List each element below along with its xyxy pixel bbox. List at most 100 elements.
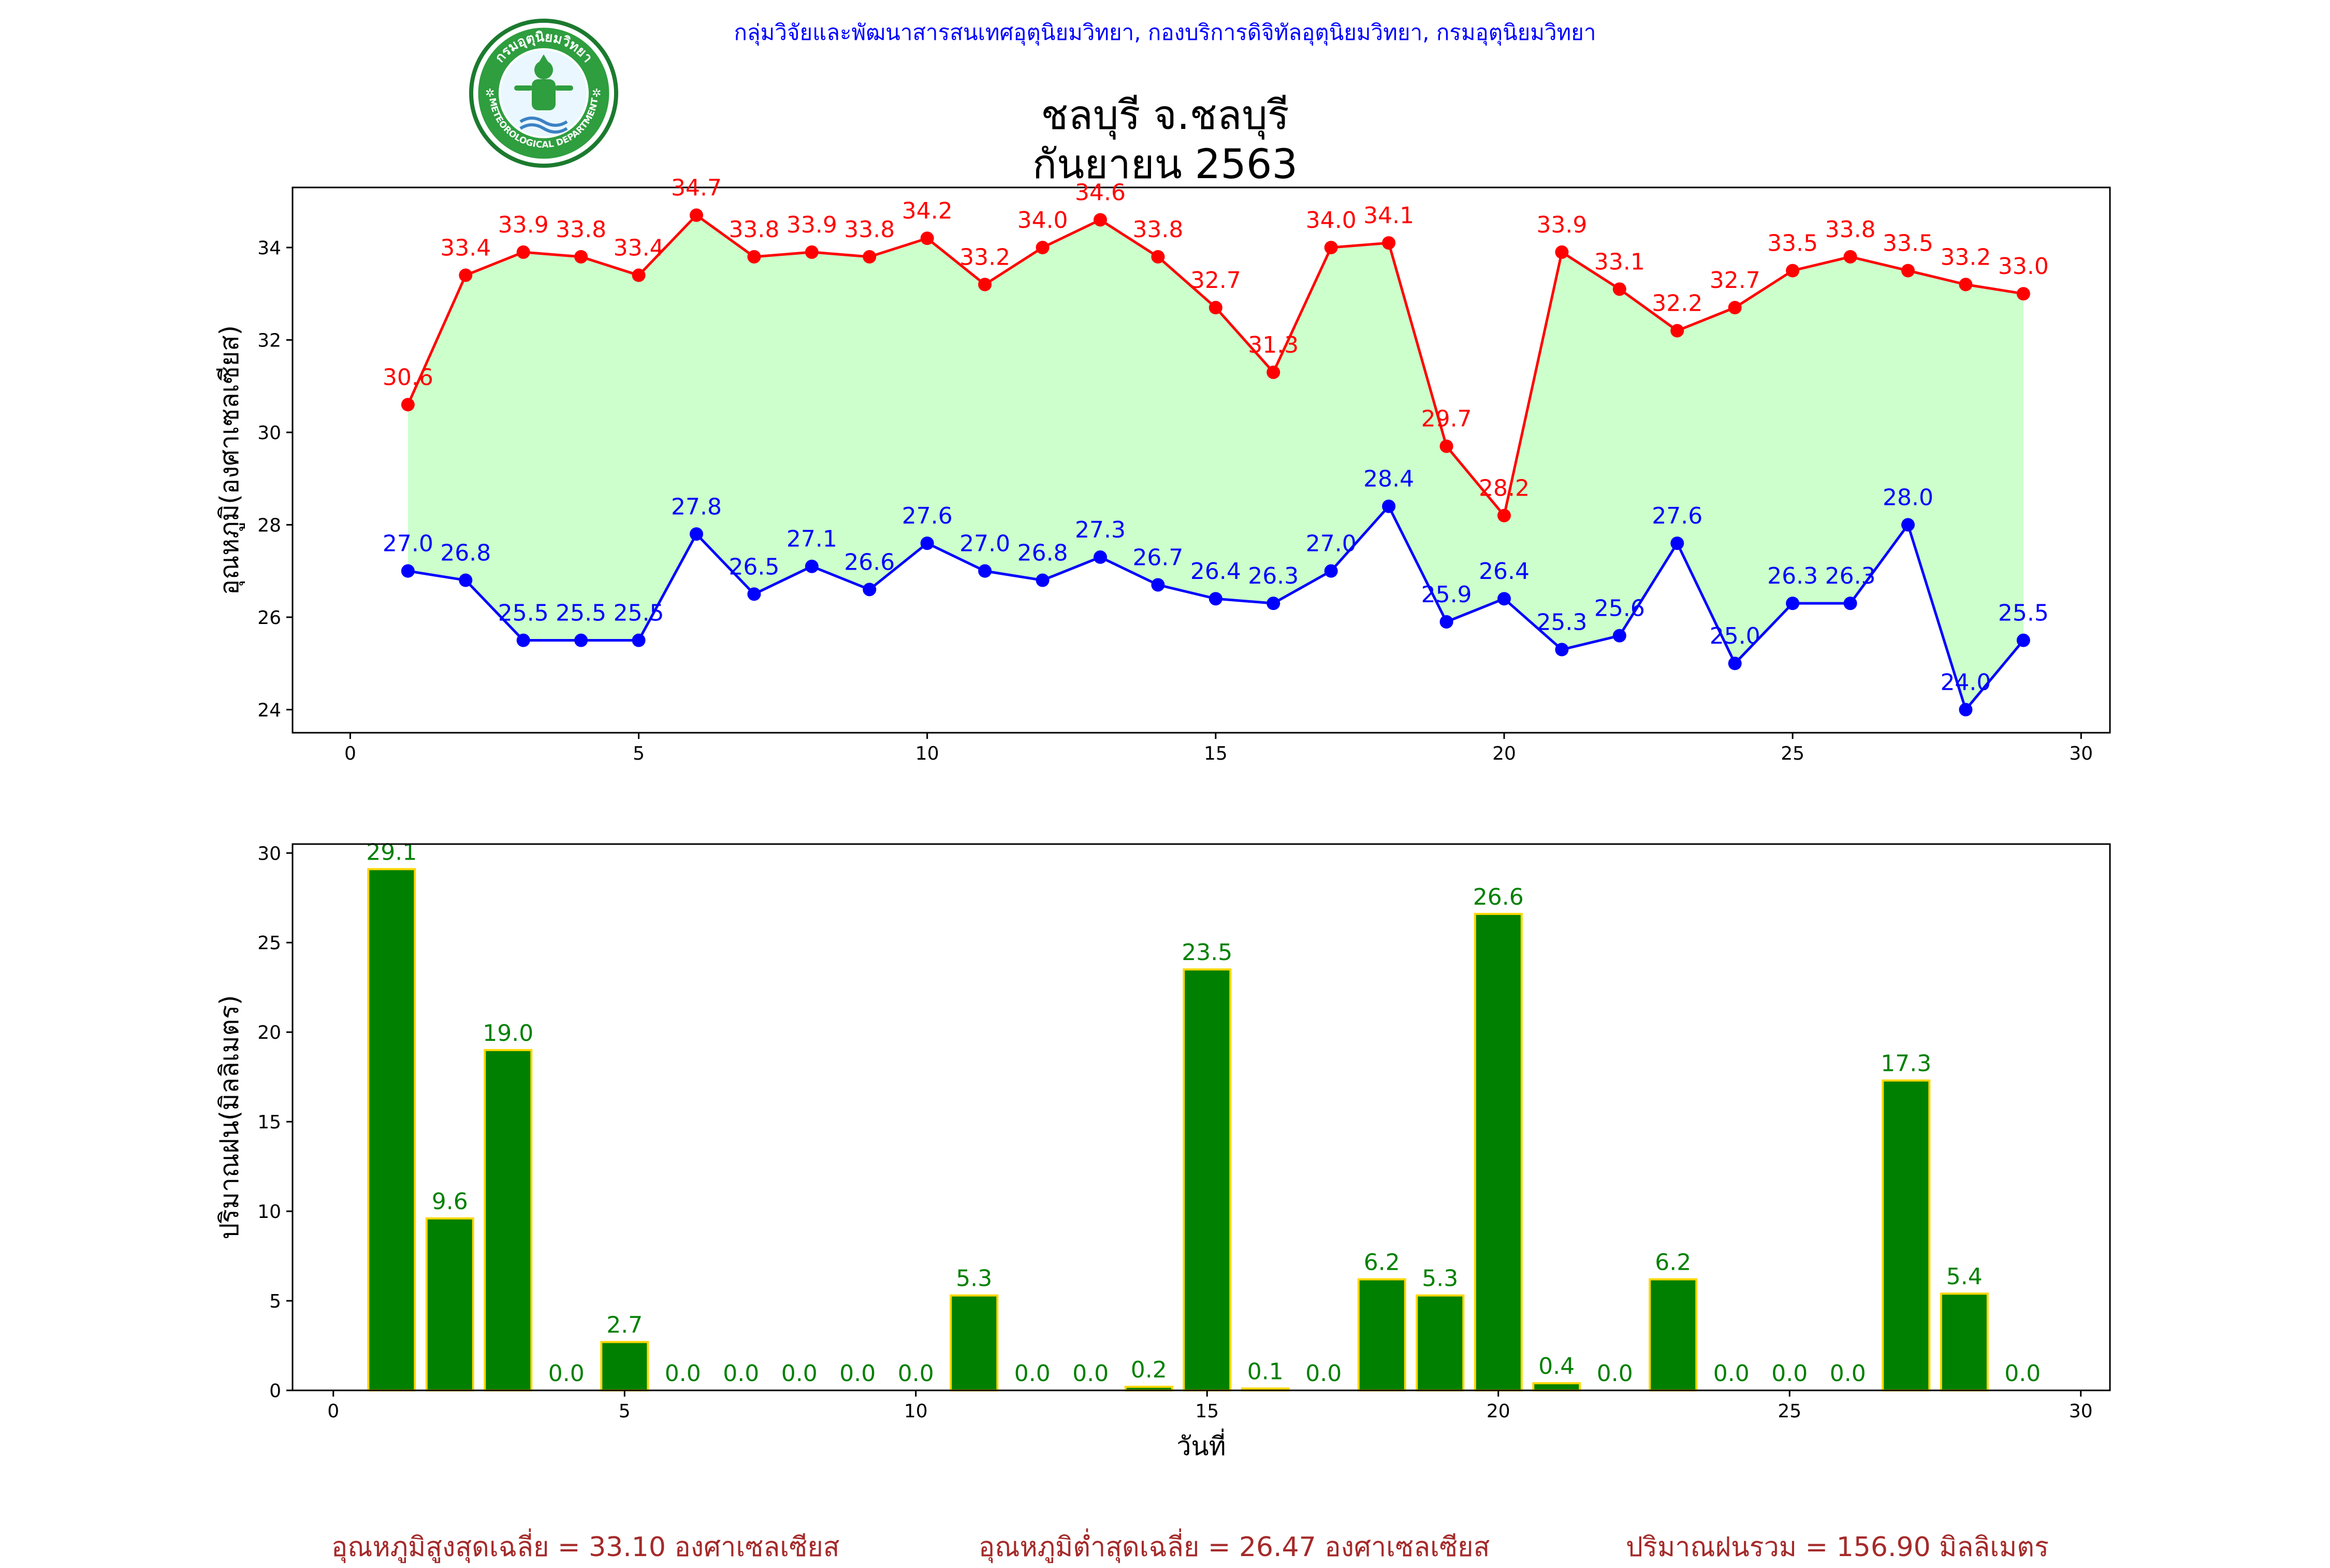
rain-data-label: 6.2: [1364, 1250, 1400, 1276]
rain-data-label: 5.3: [1422, 1266, 1458, 1292]
min-temp-point: [1497, 592, 1511, 606]
max-temp-data-label: 34.2: [902, 198, 953, 224]
average-max-temperature: อุณหภูมิสูงสุดเฉลี่ย = 33.10 องศาเซลเซีย…: [331, 1532, 840, 1563]
rain-y-tick-label: 25: [257, 933, 281, 954]
rain-y-tick-label: 15: [257, 1112, 281, 1133]
rain-x-axis-label: วันที่: [1176, 1429, 1226, 1461]
max-temp-point: [1208, 301, 1222, 315]
min-temp-point: [1959, 703, 1973, 717]
rain-y-tick-label: 5: [269, 1291, 281, 1312]
min-temp-data-label: 27.6: [1652, 503, 1702, 529]
rain-data-label: 0.0: [723, 1360, 759, 1387]
rain-x-tick-label: 5: [619, 1401, 631, 1422]
max-temp-data-label: 33.8: [556, 216, 606, 243]
temp-y-tick-label: 30: [257, 423, 281, 444]
rain-x-tick-label: 30: [2069, 1401, 2093, 1422]
rain-bar: [1183, 968, 1232, 1391]
rain-x-tick-label: 0: [327, 1401, 339, 1422]
max-temp-point: [1094, 213, 1107, 227]
max-temp-data-label: 33.9: [1536, 212, 1587, 238]
rain-data-label: 2.7: [606, 1312, 643, 1339]
rain-data-label: 5.4: [1946, 1264, 1983, 1290]
min-temp-data-label: 26.8: [1017, 540, 1068, 567]
max-temp-point: [1843, 250, 1857, 264]
min-temp-data-label: 26.5: [729, 554, 779, 580]
min-temp-data-label: 26.3: [1767, 563, 1818, 589]
max-temp-point: [978, 278, 992, 292]
temp-range-fill: [407, 215, 2023, 710]
rain-bar: [1940, 1293, 1989, 1391]
min-temp-point: [1670, 536, 1684, 550]
max-temp-data-label: 30.6: [383, 364, 433, 390]
temp-x-tick-label: 10: [915, 743, 939, 764]
svg-text:✲: ✲: [592, 87, 601, 100]
min-temp-point: [978, 564, 992, 578]
rain-x-tick-label: 10: [904, 1401, 928, 1422]
rain-bar: [367, 868, 416, 1391]
max-temp-data-label: 34.0: [1017, 207, 1068, 234]
rain-bar: [1532, 1382, 1581, 1391]
rain-x-tick-label: 25: [1778, 1401, 1801, 1422]
max-temp-point: [863, 250, 877, 264]
temp-y-tick-label: 26: [257, 607, 281, 629]
min-temp-point: [1439, 615, 1453, 629]
rain-data-label: 0.2: [1131, 1357, 1167, 1383]
min-temp-data-label: 26.4: [1190, 558, 1241, 585]
rain-data-label: 9.6: [432, 1188, 468, 1215]
max-temp-point: [1324, 241, 1338, 255]
chart-title-station: ชลบุรี จ.ชลบุรี: [1041, 92, 1289, 139]
temp-y-tick-label: 24: [257, 700, 281, 721]
min-temp-point: [516, 633, 530, 647]
max-temp-point: [920, 231, 934, 245]
max-temp-point: [516, 245, 530, 259]
max-temp-point: [1728, 301, 1742, 315]
min-temp-data-label: 26.3: [1825, 563, 1876, 589]
max-temp-point: [1497, 509, 1511, 522]
max-temp-data-label: 32.2: [1652, 291, 1702, 317]
max-temp-point: [1670, 324, 1684, 338]
max-temp-point: [401, 398, 415, 412]
min-temp-data-label: 25.5: [1998, 600, 2049, 627]
max-temp-point: [1786, 264, 1800, 278]
max-temp-data-label: 32.7: [1710, 267, 1760, 294]
rain-data-label: 0.0: [1072, 1360, 1109, 1387]
rain-data-label: 0.0: [839, 1360, 876, 1387]
rain-y-tick-label: 0: [269, 1381, 281, 1402]
rain-data-label: 5.3: [956, 1266, 992, 1292]
rain-data-label: 26.6: [1473, 884, 1524, 910]
rain-data-label: 0.0: [548, 1360, 585, 1387]
temp-y-tick-label: 32: [257, 330, 281, 351]
rain-bar: [950, 1294, 999, 1391]
max-temp-point: [1959, 278, 1973, 292]
min-temp-data-label: 27.6: [902, 503, 953, 529]
max-temp-point: [805, 245, 819, 259]
max-temp-data-label: 33.8: [844, 216, 895, 243]
min-temp-point: [690, 527, 703, 541]
min-temp-data-label: 25.6: [1594, 596, 1645, 622]
temp-plot-frame: [292, 186, 2111, 734]
rain-bar: [1649, 1278, 1698, 1391]
max-temp-point: [632, 268, 646, 282]
min-temp-data-label: 26.7: [1132, 544, 1183, 571]
temp-x-tick-label: 30: [2069, 743, 2093, 764]
min-temp-point: [459, 573, 473, 587]
rain-bar: [484, 1049, 533, 1392]
max-temp-data-label: 29.7: [1421, 406, 1472, 432]
min-temp-point: [632, 633, 646, 647]
max-temp-point: [747, 250, 761, 264]
min-temp-data-label: 25.9: [1421, 582, 1472, 608]
max-temp-data-label: 33.2: [959, 244, 1010, 270]
max-temp-data-label: 33.4: [614, 235, 664, 262]
rain-data-label: 0.0: [665, 1360, 701, 1387]
min-temp-point: [1094, 550, 1107, 564]
max-temp-data-label: 33.2: [1940, 244, 1991, 270]
min-temp-point: [1151, 578, 1165, 592]
rain-bar: [600, 1341, 649, 1392]
max-temp-point: [1151, 250, 1165, 264]
min-temp-point: [1901, 518, 1915, 532]
min-temp-point: [1555, 643, 1569, 657]
min-temp-data-label: 28.0: [1883, 484, 1933, 511]
min-temp-point: [401, 564, 415, 578]
max-temp-data-label: 33.9: [787, 212, 837, 238]
min-temp-data-label: 27.0: [383, 531, 433, 557]
